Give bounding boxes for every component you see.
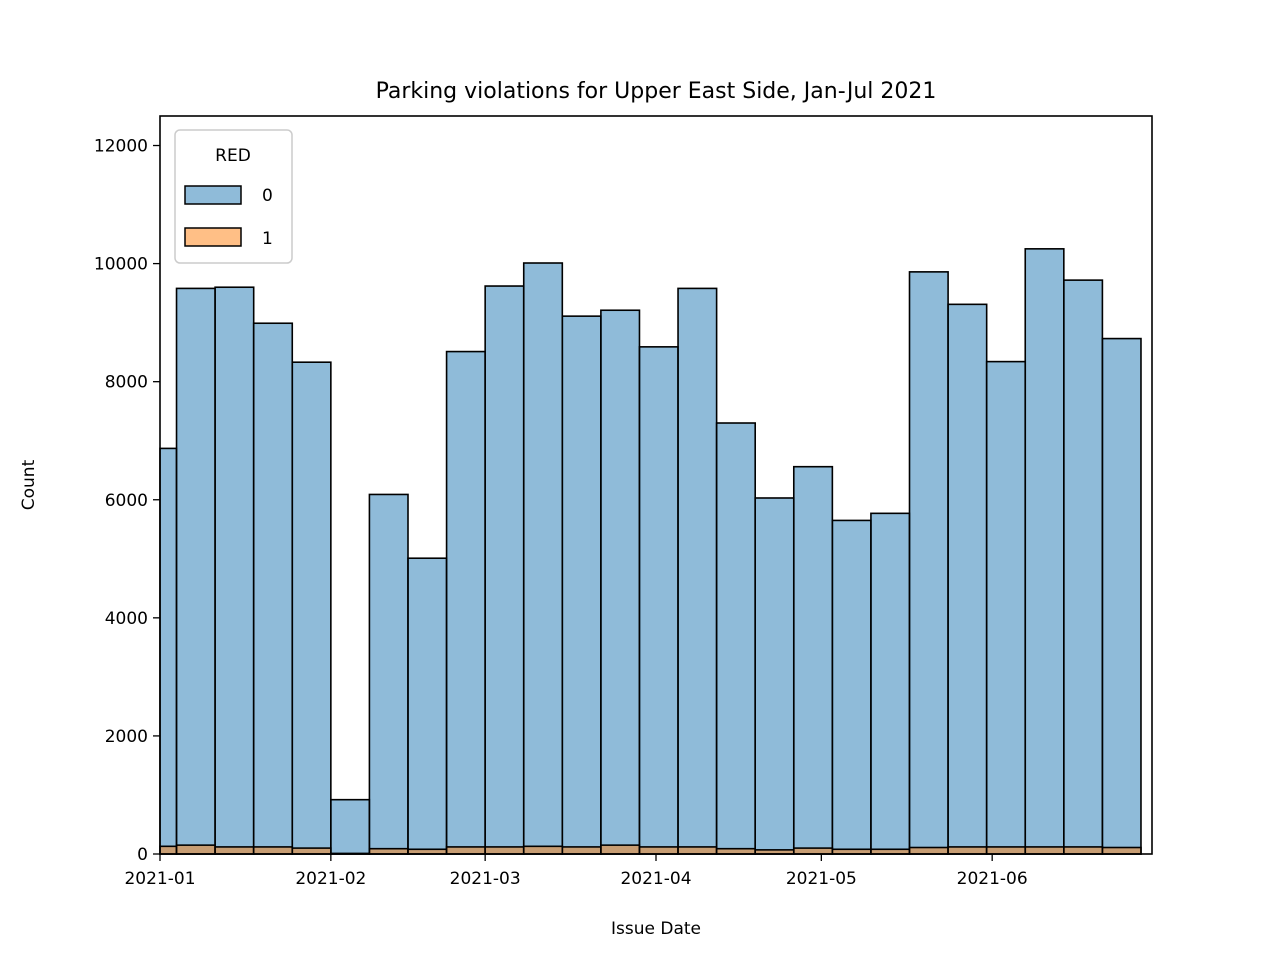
bar-series-0-9: [484, 285, 525, 855]
y-axis-ticks: 0 2000 4000 6000 8000 10000 12000: [94, 137, 160, 865]
bar-series-0-20: [908, 271, 949, 855]
bar-series-0-0: [159, 447, 178, 855]
bar-series-0-3: [252, 322, 294, 855]
bar-series-1-21: [947, 846, 988, 855]
x-axis-label: Issue Date: [611, 919, 701, 939]
bar-series-1-25: [1101, 846, 1142, 855]
bar-series-1-12: [600, 844, 641, 855]
bar-series-1-9: [484, 846, 525, 855]
x-tick-label-2: 2021-03: [450, 869, 521, 889]
bar-series-0-10: [522, 262, 564, 855]
bar-series-0-15: [715, 422, 756, 855]
bar-series-1-1: [175, 844, 216, 855]
bar-series-1-17: [792, 847, 834, 855]
bar-series-1-22: [985, 846, 1027, 855]
bar-series-1-23: [1024, 846, 1065, 855]
bar-series-0-18: [831, 519, 872, 855]
bar-series-0-14: [677, 287, 718, 855]
bar-series-1-13: [638, 846, 679, 855]
legend-label-1: 1: [262, 229, 273, 249]
bar-series-1-11: [561, 846, 602, 855]
bar-series-0-24: [1063, 279, 1104, 855]
legend-swatch-1: [184, 227, 242, 247]
bar-series-0-11: [561, 315, 602, 855]
bar-series-0-2: [214, 286, 255, 855]
bar-series-0-16: [754, 497, 795, 855]
y-tick-label-6: 12000: [94, 137, 148, 157]
chart-title: Parking violations for Upper East Side, …: [376, 79, 937, 104]
bars-group: [159, 248, 1142, 855]
bar-series-1-20: [908, 846, 949, 855]
y-tick-label-2: 4000: [105, 609, 148, 629]
bar-series-1-24: [1063, 846, 1104, 855]
bar-series-0-17: [792, 465, 834, 855]
bar-series-0-22: [985, 360, 1027, 855]
bar-series-0-5: [330, 798, 371, 855]
x-axis-ticks: 2021-01 2021-02 2021-03 2021-04 2021-05 2021-…: [124, 854, 1028, 889]
bar-series-0-4: [291, 361, 332, 855]
legend-label-0: 0: [262, 186, 273, 206]
y-tick-label-5: 10000: [94, 255, 148, 275]
bar-series-0-6: [368, 493, 409, 855]
x-tick-label-5: 2021-06: [957, 869, 1028, 889]
x-tick-label-4: 2021-05: [786, 869, 857, 889]
bar-series-0-19: [870, 512, 911, 855]
bar-series-0-21: [947, 303, 988, 855]
bar-series-1-0: [159, 845, 178, 855]
bar-series-1-14: [677, 846, 718, 855]
bar-series-0-23: [1024, 248, 1065, 855]
legend-swatch-0: [184, 185, 242, 205]
bar-series-1-10: [522, 845, 564, 855]
bar-series-0-13: [638, 346, 679, 855]
y-tick-label-0: 0: [137, 845, 148, 865]
x-tick-label-0: 2021-01: [124, 869, 195, 889]
y-tick-label-1: 2000: [105, 727, 148, 747]
bar-series-0-8: [445, 350, 486, 855]
bar-series-1-2: [214, 846, 255, 855]
bar-series-1-3: [252, 846, 294, 855]
x-tick-label-1: 2021-02: [295, 869, 366, 889]
bar-series-0-1: [175, 287, 216, 855]
bar-series-0-25: [1101, 337, 1142, 855]
x-tick-label-3: 2021-04: [620, 869, 691, 889]
y-tick-label-3: 6000: [105, 491, 148, 511]
bar-series-1-4: [291, 847, 332, 855]
y-axis-label: Count: [19, 459, 39, 510]
legend-title: RED: [215, 146, 251, 166]
bar-series-0-7: [407, 557, 448, 855]
y-tick-label-4: 8000: [105, 373, 148, 393]
bar-series-1-8: [445, 846, 486, 855]
legend: RED 0 1: [174, 129, 293, 264]
bar-series-0-12: [600, 309, 641, 855]
